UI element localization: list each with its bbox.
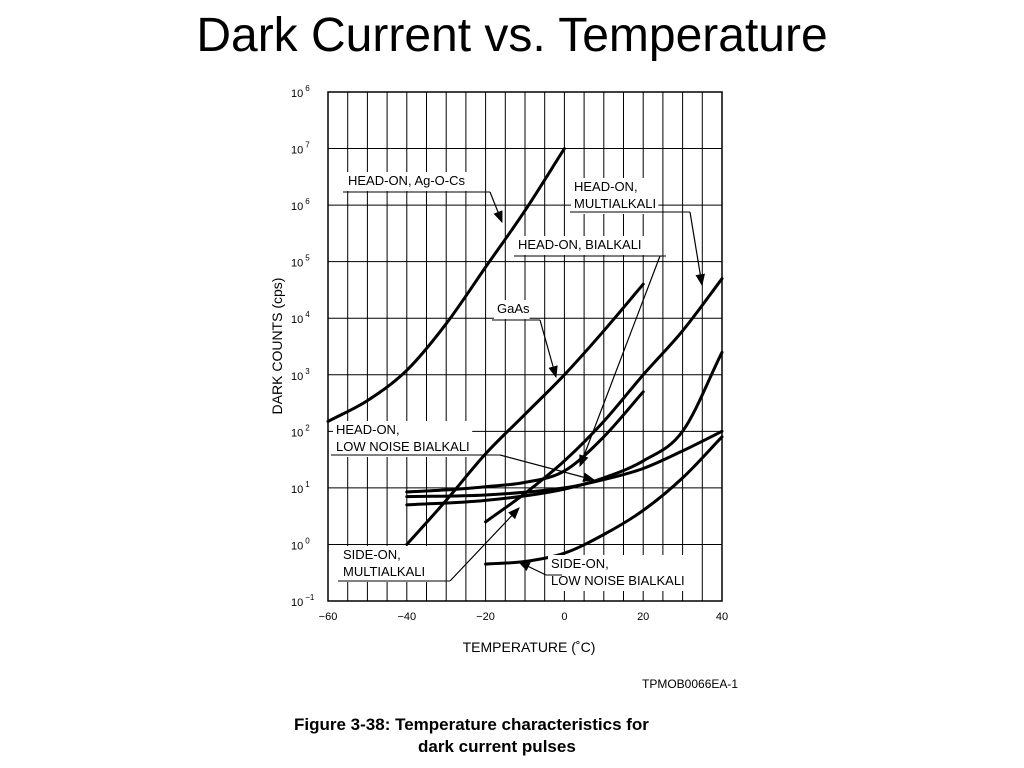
annotation-gaas-label: GaAs [497,301,530,316]
annotation-lownoise-label: LOW NOISE BIALKALI [336,439,470,454]
y-tick-label: 10 0 [291,536,310,552]
annotation-agocs-label: HEAD-ON, Ag-O-Cs [348,173,466,188]
y-tick-label: 10 7 [291,141,310,157]
y-tick-label: 10 5 [291,254,310,270]
series-line-0 [326,147,566,423]
annotation-label-bg [340,546,428,582]
slide-title: Dark Current vs. Temperature [196,9,828,62]
annotation-label-bg [515,236,647,255]
plot-frame [327,91,723,602]
annotation-bialkali-label: HEAD-ON, BIALKALI [518,237,642,252]
y-tick-label: 10 6 [291,84,310,100]
y-tick-label: 10 1 [291,480,310,496]
annotation-arrow [517,561,547,576]
annotation-sidelow-label: LOW NOISE BIALKALI [551,573,685,588]
annotation-sidelow-label: SIDE-ON, [551,556,609,571]
annotation-arrow [539,319,558,379]
series-line-2 [405,390,645,494]
y-tick-label: 10 4 [291,310,310,326]
annotation-arrow [489,191,503,224]
annotation-sidemulti-label: MULTIALKALI [343,564,425,579]
series-line-5 [405,429,724,499]
annotation-multi-label: MULTIALKALI [574,196,656,211]
caption-line-1: Figure 3-38: Temperature characteristics… [294,715,649,734]
series-line-4 [405,350,724,507]
annotation-multi-label: HEAD-ON, [574,179,638,194]
annotation-lownoise-label: HEAD-ON, [336,422,400,437]
figure-id: TPMOB0066EA-1 [642,677,739,691]
y-tick-label: 10 3 [291,367,310,383]
x-tick-label: 40 [716,611,728,623]
annotation-sidemulti-label: SIDE-ON, [343,547,401,562]
y-axis-label: DARK COUNTS (cps) [269,278,285,415]
annotation-label-bg [494,300,530,319]
x-axis-label: TEMPERATURE (˚C) [463,639,596,655]
annotation-label-bg [548,555,688,591]
y-tick-label: 10 −1 [291,593,315,609]
caption-line-2: dark current pulses [418,737,576,756]
annotation-label-bg [345,172,470,191]
y-tick-label: 10 2 [291,423,310,439]
annotation-label-bg [333,421,473,457]
x-tick-label: −20 [476,611,495,623]
annotation-arrow [689,211,705,287]
annotation-label-bg [571,178,659,214]
figure-caption: Figure 3-38: Temperature characteristics… [294,714,649,758]
x-tick-label: −60 [319,611,338,623]
y-tick-label: 10 6 [291,197,310,213]
annotation-arrow [449,507,520,582]
annotation-arrow [579,255,661,468]
x-tick-label: −40 [397,611,416,623]
x-tick-label: 0 [561,611,567,623]
annotation-arrow [499,454,596,482]
x-tick-label: 20 [637,611,649,623]
series-line-3 [405,282,645,546]
